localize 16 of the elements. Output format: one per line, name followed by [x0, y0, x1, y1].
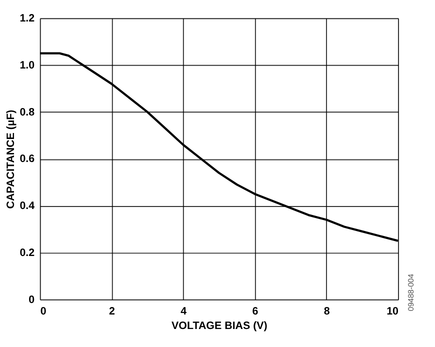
y-tick-label: 0 — [28, 294, 35, 306]
x-tick-label: 6 — [252, 306, 258, 318]
x-tick-label: 4 — [180, 306, 187, 318]
x-axis-title: VOLTAGE BIAS (V) — [172, 320, 268, 332]
x-tick-label: 10 — [386, 306, 399, 318]
x-tick-label: 0 — [40, 306, 46, 318]
y-tick-label: 1.0 — [20, 59, 35, 72]
y-tick-label: 0.6 — [20, 153, 35, 166]
y-tick-label: 1.2 — [20, 12, 35, 25]
text: 09488-004 — [406, 273, 416, 312]
y-tick-label: 0.4 — [20, 200, 35, 212]
y-tick-label: 0.2 — [20, 246, 35, 259]
y-tick-label: 0.8 — [20, 106, 35, 118]
x-tick-label: 8 — [324, 306, 330, 318]
y-axis-title: CAPACITANCE (µF) — [4, 109, 17, 209]
x-tick-label: 2 — [109, 306, 116, 318]
